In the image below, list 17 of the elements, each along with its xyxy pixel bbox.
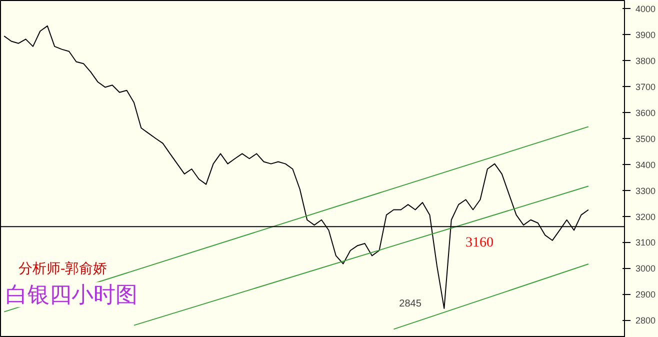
- annotation: 2845: [399, 298, 422, 310]
- y-tick-label: 3100: [636, 238, 656, 248]
- annotation: 分析师-郭俞娇: [18, 260, 108, 276]
- annotation: 白银四小时图: [6, 282, 138, 308]
- y-tick-label: 3000: [636, 264, 656, 274]
- y-tick-label: 2900: [636, 290, 656, 300]
- y-tick-label: 3600: [636, 108, 656, 118]
- y-tick-label: 3500: [636, 134, 656, 144]
- y-tick-label: 3300: [636, 186, 656, 196]
- y-tick-label: 3900: [636, 30, 656, 40]
- y-tick-label: 2800: [636, 316, 656, 326]
- y-tick-label: 3400: [636, 160, 656, 170]
- y-tick-label: 3700: [636, 82, 656, 92]
- y-tick-label: 4000: [636, 4, 656, 14]
- y-tick-label: 3800: [636, 56, 656, 66]
- ref-line-label: 3160: [466, 236, 494, 251]
- y-tick-label: 3200: [636, 212, 656, 222]
